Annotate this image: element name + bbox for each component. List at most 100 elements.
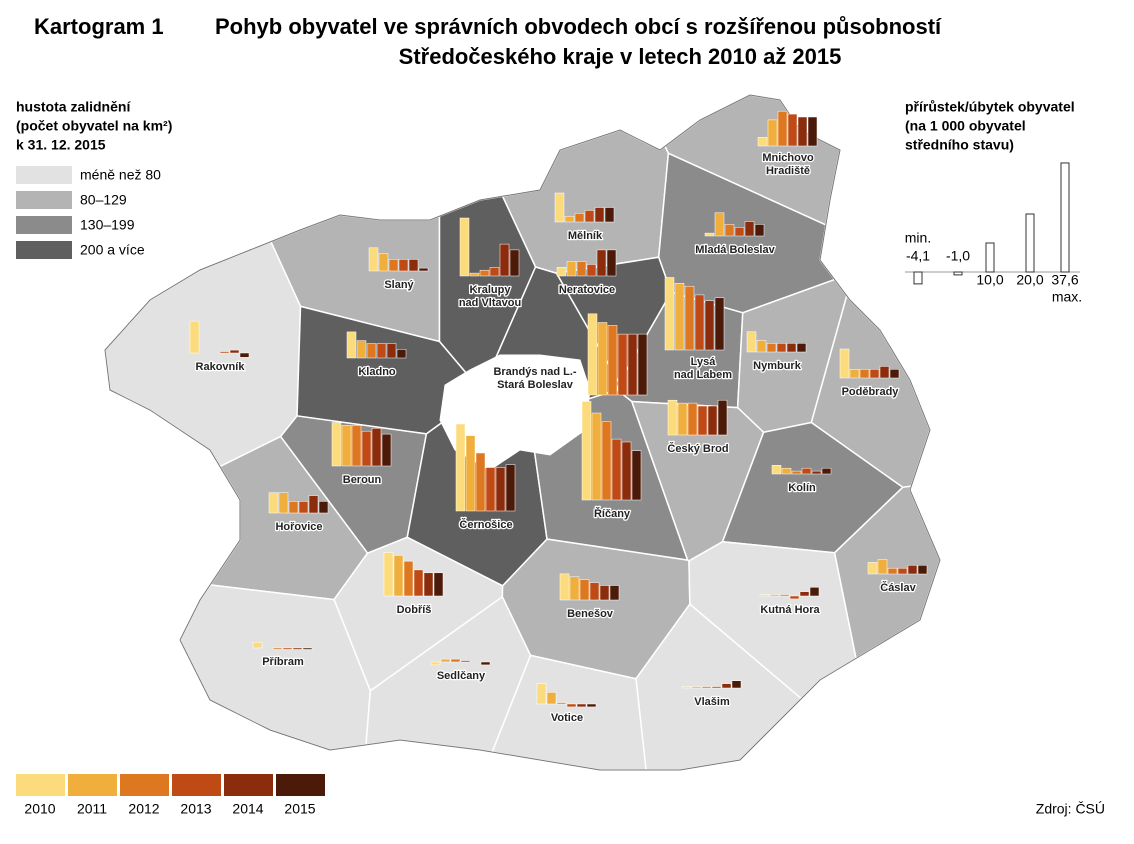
bar — [789, 595, 800, 600]
district-name: Příbram — [262, 656, 304, 668]
district-name: Beroun — [343, 474, 382, 486]
bar — [288, 501, 299, 514]
bar — [589, 582, 600, 601]
bar — [786, 343, 797, 353]
bar — [591, 412, 602, 501]
bar — [766, 343, 777, 353]
bar — [556, 702, 567, 705]
bar — [455, 423, 466, 512]
district-name: Hořovice — [275, 521, 322, 533]
year-swatch — [224, 774, 273, 796]
bar — [839, 348, 850, 379]
bar — [821, 467, 832, 475]
bar — [331, 422, 342, 467]
legend-bar — [1025, 213, 1035, 273]
bar — [505, 464, 516, 512]
bar — [366, 343, 377, 359]
map-title: Pohyb obyvatel ve správních obvodech obc… — [215, 14, 942, 39]
bar — [601, 421, 612, 501]
bar — [721, 683, 732, 689]
district-name: Neratovice — [559, 284, 615, 296]
bar — [917, 565, 928, 575]
legend-value: 10,0 — [976, 272, 1003, 288]
bar — [637, 333, 648, 396]
bar — [485, 467, 496, 512]
bar — [604, 207, 615, 223]
bar — [430, 661, 441, 666]
legend-swatch — [16, 166, 72, 184]
legend-bar — [985, 242, 995, 273]
bar — [889, 369, 900, 379]
bar — [787, 113, 798, 147]
bar — [684, 285, 695, 351]
legend-title: k 31. 12. 2015 — [16, 137, 106, 153]
legend-title: hustota zalidnění — [16, 99, 131, 115]
bar — [796, 343, 807, 353]
bar — [381, 433, 392, 467]
district-name: Slaný — [384, 279, 414, 291]
bar — [879, 366, 890, 379]
bar — [433, 572, 444, 597]
bar — [664, 277, 675, 351]
year-swatch — [120, 774, 169, 796]
bar — [801, 467, 812, 475]
district-name: Votice — [551, 712, 583, 724]
bar — [714, 212, 725, 237]
bar — [189, 320, 200, 354]
bar — [867, 562, 878, 575]
bar — [757, 137, 768, 147]
legend-value: -1,0 — [946, 248, 970, 264]
year-label: 2013 — [180, 801, 211, 817]
bar — [609, 585, 620, 601]
year-label: 2012 — [128, 801, 159, 817]
bar — [298, 501, 309, 514]
bar — [907, 565, 918, 575]
bar — [356, 340, 367, 359]
bar — [398, 259, 409, 272]
bar — [586, 703, 597, 708]
legend-swatch — [16, 216, 72, 234]
bar — [687, 402, 698, 436]
bar — [460, 660, 471, 663]
bar — [581, 401, 592, 501]
bar — [776, 343, 787, 353]
legend-value: -4,1 — [906, 248, 930, 264]
bar — [627, 333, 638, 396]
bar — [378, 253, 389, 272]
year-swatch — [276, 774, 325, 796]
bar — [587, 313, 598, 396]
year-swatch — [172, 774, 221, 796]
bar — [681, 686, 692, 689]
region-outline — [104, 94, 941, 771]
bar — [564, 215, 575, 223]
legend-bar — [953, 271, 963, 276]
district-area — [104, 240, 302, 468]
bar — [509, 249, 520, 277]
district-name: nad Labem — [674, 369, 732, 381]
district-name: Dobříš — [397, 604, 432, 616]
bar — [704, 300, 715, 351]
bar — [606, 249, 617, 277]
bar — [302, 647, 313, 650]
legend-label: 80–129 — [80, 192, 127, 208]
legend-label: 130–199 — [80, 217, 135, 233]
bar — [554, 192, 565, 223]
bar — [714, 297, 725, 351]
bar — [731, 680, 742, 689]
bar — [746, 331, 757, 353]
bar — [546, 692, 557, 705]
bar — [479, 269, 490, 277]
bar — [465, 435, 476, 512]
district-name: Benešov — [567, 608, 614, 620]
bar — [621, 441, 632, 501]
bar — [576, 703, 587, 708]
bar — [667, 399, 678, 436]
bar — [799, 591, 810, 597]
district-name: Kladno — [358, 366, 396, 378]
bar — [341, 425, 352, 467]
bar — [272, 647, 283, 650]
district-name: Mnichovo — [762, 152, 814, 164]
bar — [292, 647, 303, 650]
bar — [403, 560, 414, 597]
bar — [597, 322, 608, 396]
